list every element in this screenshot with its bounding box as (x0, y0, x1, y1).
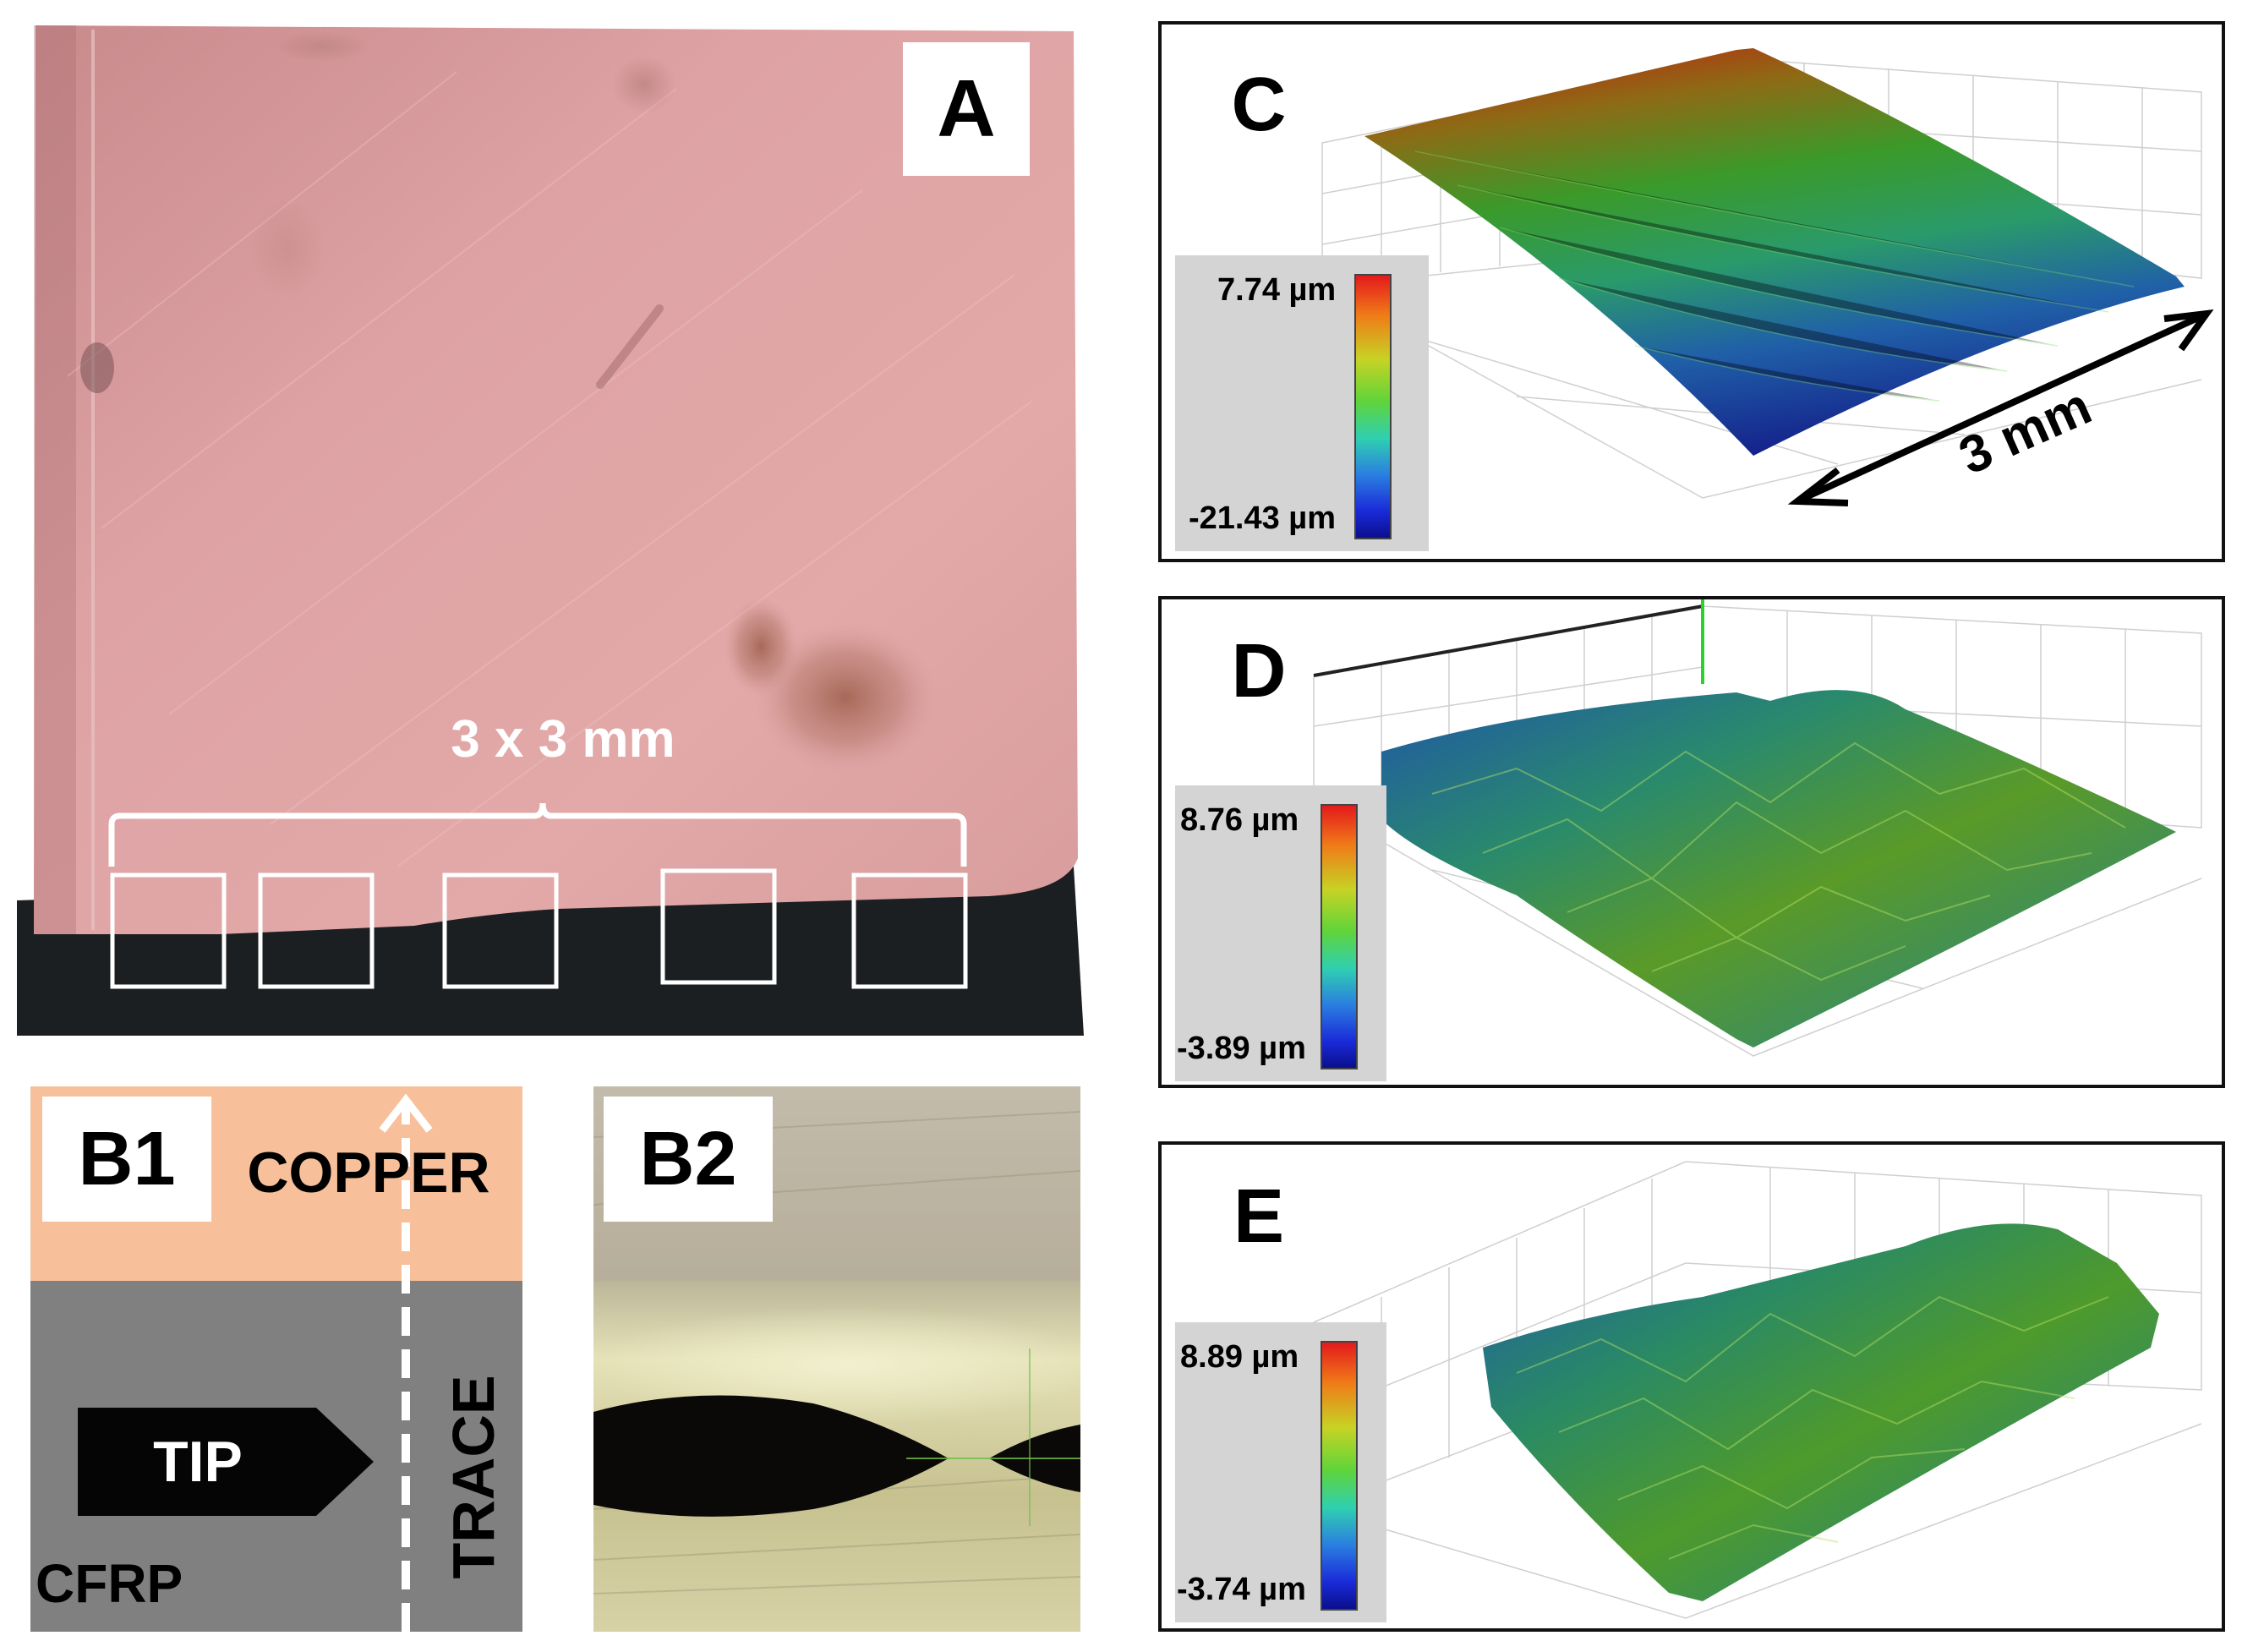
sample-square-4 (660, 868, 777, 985)
panel-c: 3 mm C 7.74 µm -21.43 µm (1158, 21, 2225, 562)
colorbar-min: -3.89 µm (1177, 1031, 1306, 1066)
trace-label: TRACE (440, 1375, 506, 1578)
colorbar-gradient (1321, 1341, 1358, 1611)
panel-b2-micrograph (593, 1086, 1101, 1632)
panel-a-photo: 3 x 3 mm (17, 25, 1084, 1036)
colorbar-max: 7.74 µm (1217, 272, 1337, 308)
panel-b1: TIP COPPER CFRP TRACE B1 (30, 1086, 522, 1632)
colorbar-min: -3.74 µm (1177, 1572, 1306, 1607)
panel-e-label: E (1208, 1162, 1310, 1272)
panel-c-surface: 3 mm (1321, 48, 2214, 506)
trench-dark (593, 1395, 949, 1517)
bracket (108, 802, 967, 867)
sample-square-5 (851, 872, 968, 989)
panel-e-colorbar: 8.89 µm -3.74 µm (1175, 1322, 1386, 1622)
colorbar-gradient (1321, 804, 1358, 1069)
panel-e: E 8.89 µm -3.74 µm (1158, 1141, 2225, 1632)
panel-a: 3 x 3 mm A (17, 21, 1084, 1036)
colorbar-min: -21.43 µm (1189, 501, 1336, 536)
panel-d-colorbar: 8.76 µm -3.89 µm (1175, 785, 1386, 1081)
tip-label: TIP (153, 1430, 243, 1494)
panel-b1-label: B1 (42, 1097, 211, 1222)
panel-c-colorbar: 7.74 µm -21.43 µm (1175, 255, 1429, 551)
panel-b2: B2 (593, 1086, 1101, 1632)
panel-b2-label: B2 (604, 1097, 773, 1222)
sample-square-1 (110, 872, 227, 989)
colorbar-max: 8.89 µm (1180, 1339, 1299, 1375)
surface-d (1381, 690, 2176, 1048)
panel-d-label: D (1208, 616, 1310, 726)
cfrp-label: CFRP (36, 1553, 183, 1614)
tip-arrow (78, 1408, 374, 1516)
panel-b1-schematic: TIP COPPER CFRP TRACE (30, 1086, 522, 1632)
bracket-label: 3 x 3 mm (451, 710, 675, 769)
panel-d: D 8.76 µm -3.89 µm (1158, 596, 2225, 1088)
surface-e (1483, 1223, 2159, 1601)
panel-a-label: A (903, 42, 1030, 176)
sample-square-2 (258, 872, 375, 989)
panel-c-label: C (1208, 50, 1310, 160)
copper-label: COPPER (247, 1141, 489, 1205)
trace-arrowhead (379, 1093, 433, 1133)
colorbar-max: 8.76 µm (1180, 802, 1299, 838)
surface-c (1364, 48, 2185, 456)
colorbar-gradient (1354, 274, 1392, 539)
sample-square-3 (442, 872, 559, 989)
